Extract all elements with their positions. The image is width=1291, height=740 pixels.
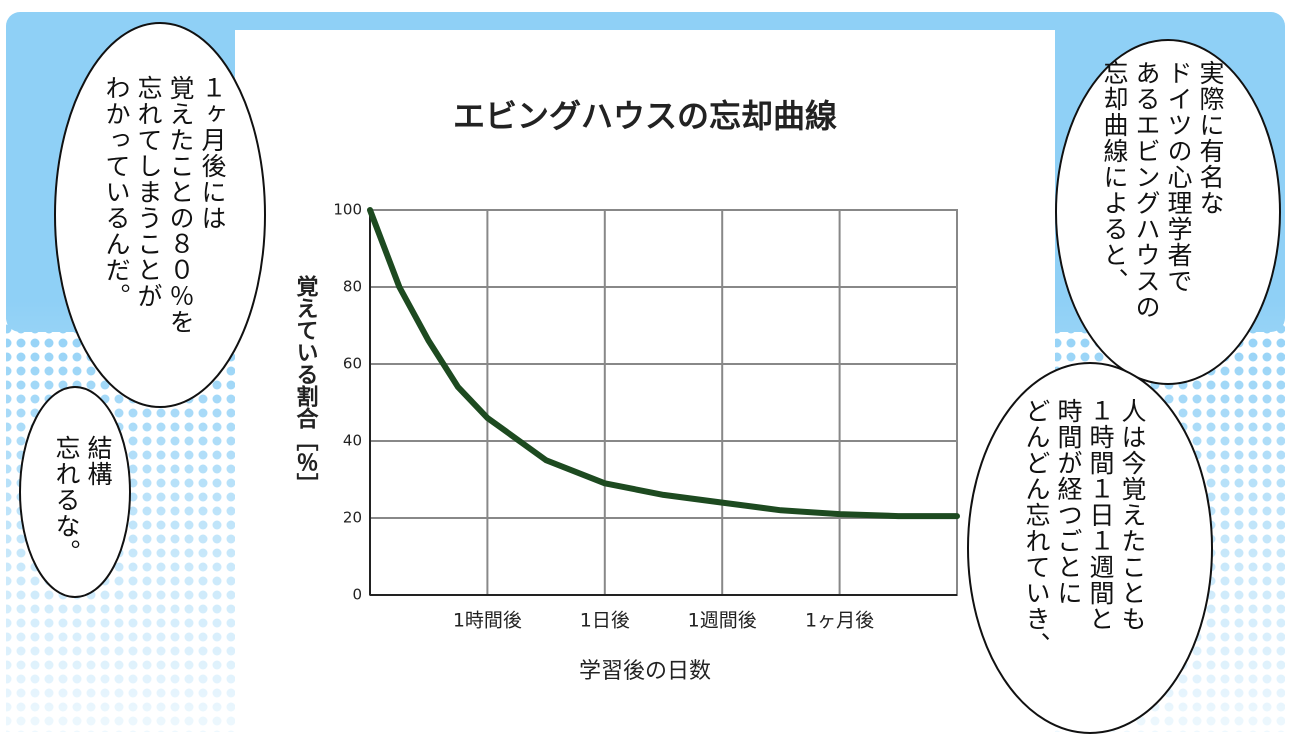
bubble-text: 人は今覚えたことも １時間１日１週間と 時間が経つごとに どんどん忘れていき、 (1020, 398, 1148, 658)
bubble-text: 実際に有名な ドイツの心理学者で あるエビングハウスの 忘却曲線によると、 (1098, 60, 1226, 320)
bubble-line: わかっているんだ。 (102, 75, 131, 309)
bubble-text: 結構 忘れるな。 (50, 435, 114, 565)
speech-bubble (54, 22, 266, 408)
bubble-line: ドイツの心理学者で (1164, 60, 1193, 294)
y-axis-label: 覚えている割合［％］ (293, 274, 319, 495)
bubble-line: 結構 (84, 435, 113, 487)
y-tick-label: 0 (352, 586, 362, 604)
y-tick-label: 40 (343, 432, 362, 450)
y-tick-label: 80 (343, 278, 362, 296)
chart-card (235, 30, 1055, 740)
x-tick-label: 1ヶ月後 (805, 610, 874, 632)
bubble-line: あるエビングハウスの (1132, 60, 1161, 320)
data-line (367, 207, 960, 520)
bubble-line: 忘れるな。 (52, 435, 81, 565)
bubble-text: １ヶ月後には 覚えたことの８０％を 忘れてしまうことが わかっているんだ。 (100, 75, 228, 335)
bubble-line: 忘れてしまうことが (134, 75, 163, 309)
x-tick-label: 1週間後 (688, 610, 757, 632)
x-tick-label: 1日後 (580, 610, 630, 632)
bubble-line: 覚えたことの８０％を (166, 75, 195, 335)
bubble-line: どんどん忘れていき、 (1022, 398, 1051, 658)
bubble-line: 忘却曲線によると、 (1100, 60, 1129, 294)
bubble-line: 人は今覚えたことも (1118, 398, 1147, 632)
bubble-line: １時間１日１週間と (1086, 398, 1115, 632)
speech-bubble (1055, 39, 1281, 385)
y-tick-label: 100 (333, 201, 362, 219)
bubble-line: 時間が経つごとに (1054, 398, 1083, 606)
speech-bubble (19, 386, 131, 598)
bubble-line: １ヶ月後には (198, 75, 227, 231)
y-tick-label: 20 (343, 509, 362, 527)
chart-title: エビングハウスの忘却曲線 (453, 97, 837, 135)
bubble-line: 実際に有名な (1196, 60, 1225, 216)
speech-bubble (967, 362, 1213, 734)
y-tick-label: 60 (343, 355, 362, 373)
x-tick-label: 1時間後 (453, 610, 522, 632)
x-axis-label: 学習後の日数 (579, 659, 711, 684)
